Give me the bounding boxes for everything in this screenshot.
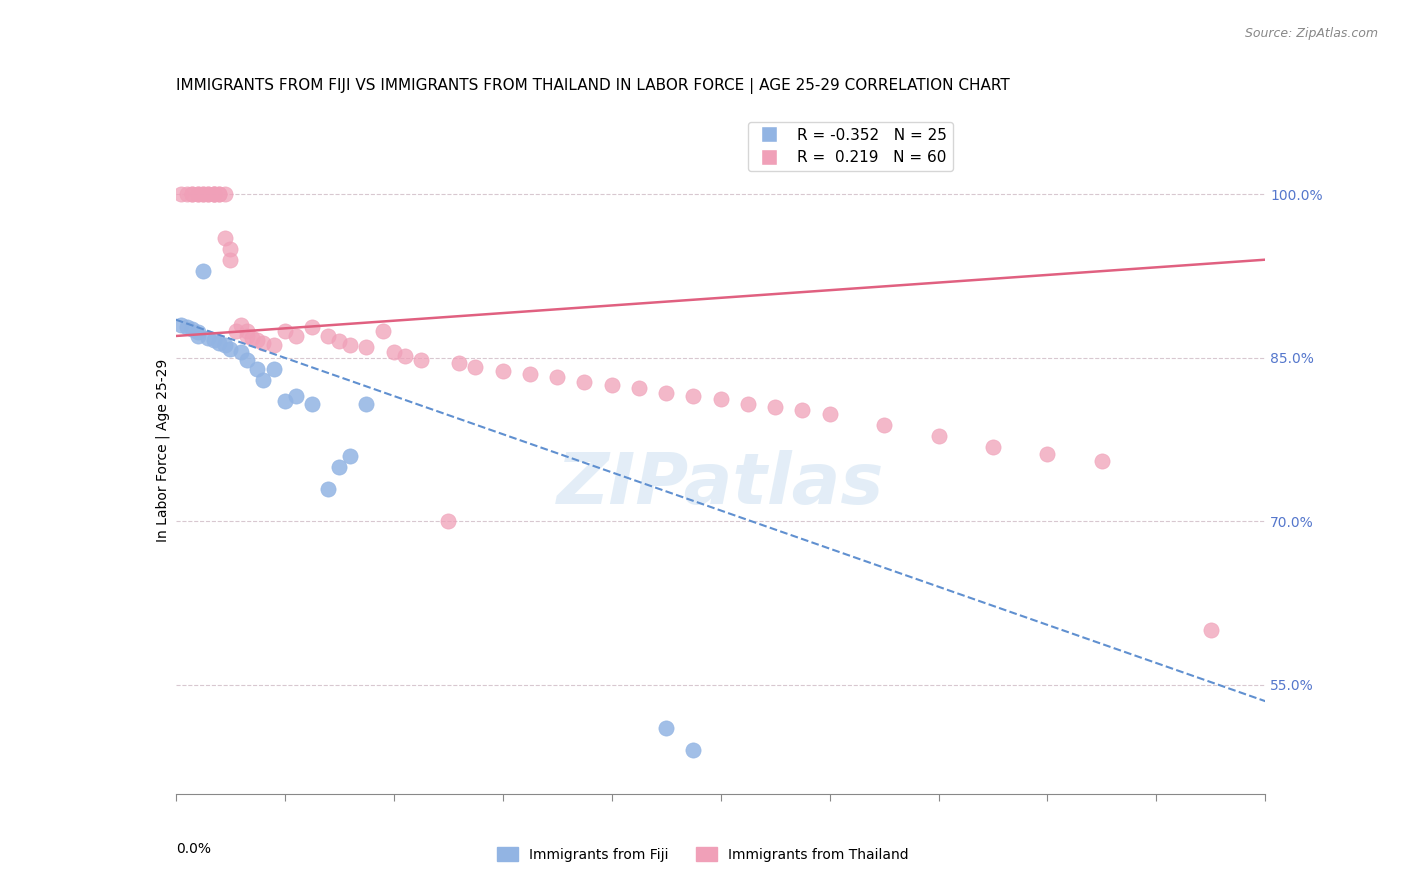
Text: 0.0%: 0.0% [176,842,211,856]
Point [235,324,257,338]
Point [170,318,193,332]
Point [682,743,704,757]
Point [181,187,204,202]
Point [231,318,253,332]
Point [208,187,231,202]
Point [519,367,541,381]
Point [274,324,297,338]
Point [186,187,209,202]
Point [437,514,460,528]
Point [710,392,733,407]
Point [219,342,242,356]
Point [792,403,814,417]
Point [246,361,269,376]
Point [274,394,297,409]
Point [447,356,470,370]
Point [202,187,225,202]
Point [737,396,759,410]
Point [235,329,257,343]
Point [1199,624,1222,638]
Point [219,252,242,267]
Point [339,449,361,463]
Point [655,722,678,736]
Point [208,335,231,350]
Point [191,263,214,277]
Point [197,331,219,345]
Point [600,378,623,392]
Point [214,231,236,245]
Point [382,345,405,359]
Point [252,335,274,350]
Point [176,320,198,334]
Point [928,429,950,443]
Point [181,187,204,202]
Y-axis label: In Labor Force | Age 25-29: In Labor Force | Age 25-29 [156,359,170,542]
Point [409,353,432,368]
Point [1036,447,1059,461]
Point [202,187,225,202]
Point [394,349,416,363]
Point [574,375,596,389]
Point [818,408,841,422]
Point [252,373,274,387]
Point [301,396,323,410]
Point [186,329,209,343]
Point [202,187,225,202]
Point [763,400,786,414]
Point [371,324,394,338]
Point [339,337,361,351]
Point [356,340,378,354]
Point [235,353,257,368]
Point [263,361,285,376]
Point [318,329,340,343]
Point [318,482,340,496]
Point [176,187,198,202]
Point [186,325,209,339]
Legend: R = -0.352   N = 25, R =  0.219   N = 60: R = -0.352 N = 25, R = 0.219 N = 60 [748,121,953,171]
Point [328,459,350,474]
Legend: Immigrants from Fiji, Immigrants from Thailand: Immigrants from Fiji, Immigrants from Th… [492,841,914,867]
Text: IMMIGRANTS FROM FIJI VS IMMIGRANTS FROM THAILAND IN LABOR FORCE | AGE 25-29 CORR: IMMIGRANTS FROM FIJI VS IMMIGRANTS FROM … [176,78,1010,95]
Point [197,187,219,202]
Point [191,187,214,202]
Point [225,324,247,338]
Point [263,337,285,351]
Point [873,418,896,433]
Point [186,187,209,202]
Point [301,320,323,334]
Point [219,242,242,256]
Point [170,187,193,202]
Text: Source: ZipAtlas.com: Source: ZipAtlas.com [1244,27,1378,40]
Point [328,334,350,349]
Point [464,359,486,374]
Point [627,381,650,395]
Point [197,187,219,202]
Point [682,389,704,403]
Point [246,334,269,348]
Point [231,345,253,359]
Point [181,322,204,336]
Point [356,396,378,410]
Point [240,331,263,345]
Point [214,337,236,351]
Point [202,334,225,348]
Point [492,364,515,378]
Point [981,440,1004,454]
Point [208,187,231,202]
Point [214,187,236,202]
Point [284,389,307,403]
Point [546,370,568,384]
Point [191,187,214,202]
Point [655,385,678,400]
Point [284,329,307,343]
Point [1091,454,1114,468]
Text: ZIPatlas: ZIPatlas [557,450,884,519]
